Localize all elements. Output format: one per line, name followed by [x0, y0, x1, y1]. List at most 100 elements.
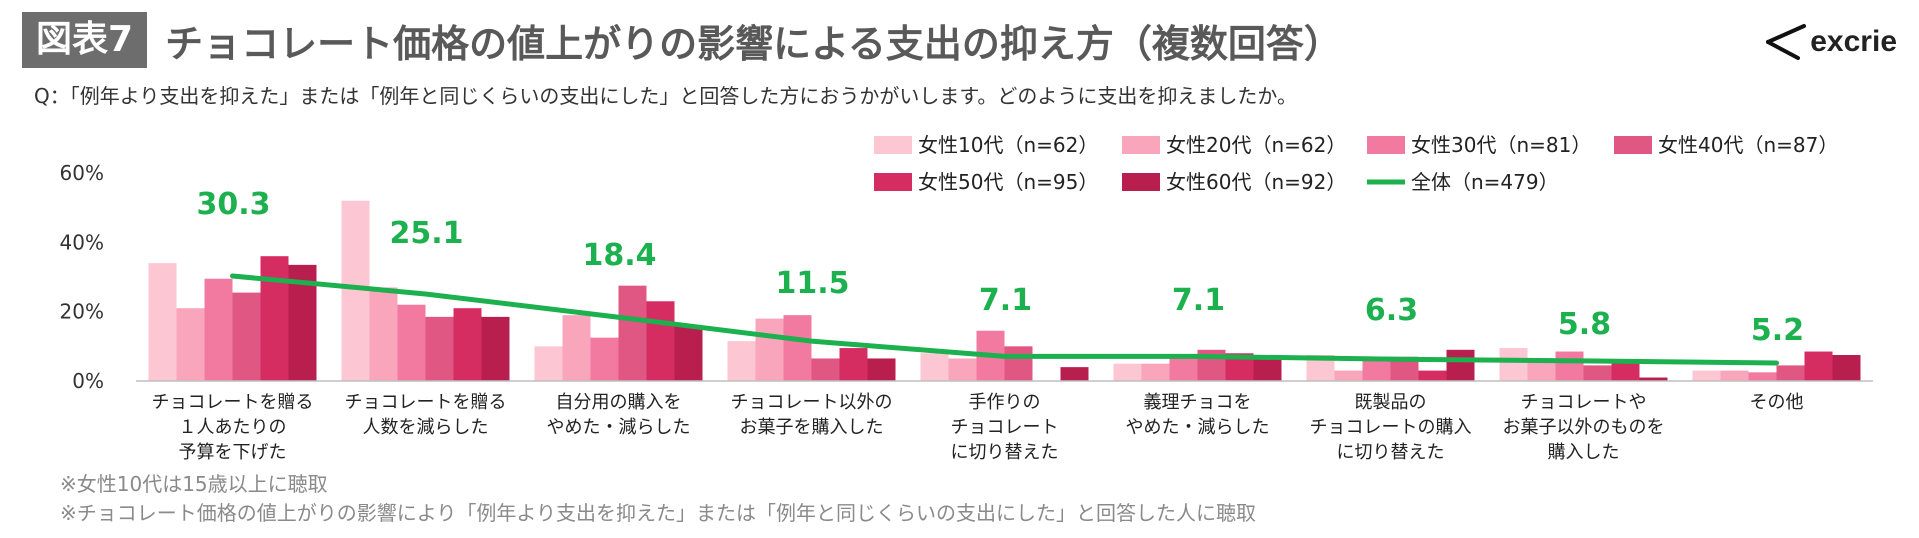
y-tick-label: 60% [60, 161, 104, 185]
legend-swatch [874, 136, 912, 154]
bar [1776, 365, 1805, 381]
note-line: ※女性10代は15歳以上に聴取 [60, 472, 328, 496]
bar [1555, 351, 1584, 381]
x-tick-label: お菓子を購入した [740, 417, 884, 438]
bar [1334, 370, 1363, 381]
legend-label: 女性60代（n=92） [1166, 170, 1346, 194]
figure-label: 図表7 [22, 12, 148, 68]
question-text: Q：「例年より支出を抑えた」または「例年と同じくらいの支出にした」と回答した方に… [34, 84, 1297, 108]
bar [618, 285, 647, 381]
chart-title: チョコレート価格の値上がりの影響による支出の抑え方（複数回答） [165, 21, 1342, 66]
total-data-label: 18.4 [582, 238, 656, 273]
y-tick-label: 20% [60, 300, 104, 324]
bar [425, 316, 454, 381]
x-tick-label: に切り替えた [1337, 442, 1445, 463]
logo: excrie [1764, 22, 1897, 62]
notes: ※女性10代は15歳以上に聴取 ※チョコレート価格の値上がりの影響により「例年よ… [60, 470, 1256, 528]
total-data-label: 25.1 [389, 216, 463, 251]
legend-swatch [1122, 136, 1160, 154]
bar [260, 256, 289, 381]
bar [646, 301, 675, 381]
bar [341, 200, 370, 381]
y-tick-label: 0% [72, 369, 104, 393]
bar [1748, 372, 1777, 381]
bar [369, 287, 398, 381]
bar [1527, 360, 1556, 381]
bar [1639, 377, 1668, 381]
x-tick-label: 購入した [1548, 442, 1620, 463]
x-tick-label: チョコレートを贈る [152, 392, 314, 413]
x-tick-label: 自分用の購入を [556, 392, 682, 413]
legend-label: 女性30代（n=81） [1411, 133, 1591, 157]
total-data-label: 6.3 [1365, 293, 1418, 328]
bar [1804, 351, 1833, 381]
bar [1169, 356, 1198, 381]
note-line: ※チョコレート価格の値上がりの影響により「例年より支出を抑えた」または「例年と同… [60, 501, 1256, 525]
x-tick-label: 人数を減らした [363, 417, 489, 438]
bar [1832, 355, 1861, 381]
bar [920, 353, 949, 381]
header: 図表7 チョコレート価格の値上がりの影響による支出の抑え方（複数回答） [22, 12, 1342, 68]
bar [148, 263, 177, 381]
legend-swatch [874, 173, 912, 191]
bar [232, 292, 261, 381]
legend-label: 女性50代（n=95） [918, 170, 1098, 194]
total-data-label: 30.3 [196, 187, 270, 222]
x-tick-label: チョコレートを贈る [345, 392, 507, 413]
bar [176, 308, 205, 381]
bar [1141, 363, 1170, 381]
legend-swatch [1122, 173, 1160, 191]
bar [948, 358, 977, 381]
y-tick-label: 40% [60, 230, 104, 254]
bar [674, 325, 703, 381]
x-tick-label: お菓子以外のものを [1503, 417, 1665, 438]
legend-label: 女性20代（n=62） [1166, 133, 1346, 157]
legend-swatch [1614, 136, 1652, 154]
bar [453, 308, 482, 381]
legend-label: 全体（n=479） [1411, 170, 1559, 194]
x-tick-label: チョコレートや [1521, 392, 1647, 413]
x-tick-label: チョコレート [951, 417, 1059, 438]
bar [867, 358, 896, 381]
total-data-label: 11.5 [775, 266, 849, 301]
bar [1692, 370, 1721, 381]
bar [811, 358, 840, 381]
bar [783, 315, 812, 381]
x-tick-label: その他 [1750, 392, 1804, 413]
x-tick-label: 義理チョコを [1144, 392, 1252, 413]
total-data-label: 7.1 [979, 283, 1032, 318]
legend-swatch [1367, 136, 1405, 154]
bar [1113, 363, 1142, 381]
legend-label: 女性40代（n=87） [1658, 133, 1838, 157]
x-tick-label: 手作りの [969, 392, 1041, 413]
bar [1611, 361, 1640, 381]
bar [590, 337, 619, 381]
bar [397, 304, 426, 381]
bar [1583, 365, 1612, 381]
bar [481, 316, 510, 381]
legend-label: 女性10代（n=62） [918, 133, 1098, 157]
bar [727, 341, 756, 381]
x-tick-label: やめた・減らした [1126, 417, 1270, 438]
bar [1004, 346, 1033, 381]
bar [204, 278, 233, 381]
x-tick-label: 予算を下げた [179, 442, 287, 463]
logo-text: excrie [1810, 25, 1897, 58]
x-tick-label: 既製品の [1355, 392, 1427, 413]
logo-mark-icon [1766, 24, 1807, 60]
x-tick-label: やめた・減らした [547, 417, 691, 438]
bar [1418, 370, 1447, 381]
x-tick-label: １人あたりの [179, 417, 287, 438]
total-data-label: 5.2 [1751, 313, 1804, 348]
bar [1446, 349, 1475, 381]
bar [1720, 370, 1749, 381]
bar [534, 346, 563, 381]
bar [755, 318, 784, 381]
bar [1253, 356, 1282, 381]
bar [1499, 348, 1528, 381]
bar [562, 315, 591, 381]
bar [839, 348, 868, 381]
x-tick-label: チョコレートの購入 [1310, 417, 1472, 438]
total-series-line [230, 273, 1779, 366]
